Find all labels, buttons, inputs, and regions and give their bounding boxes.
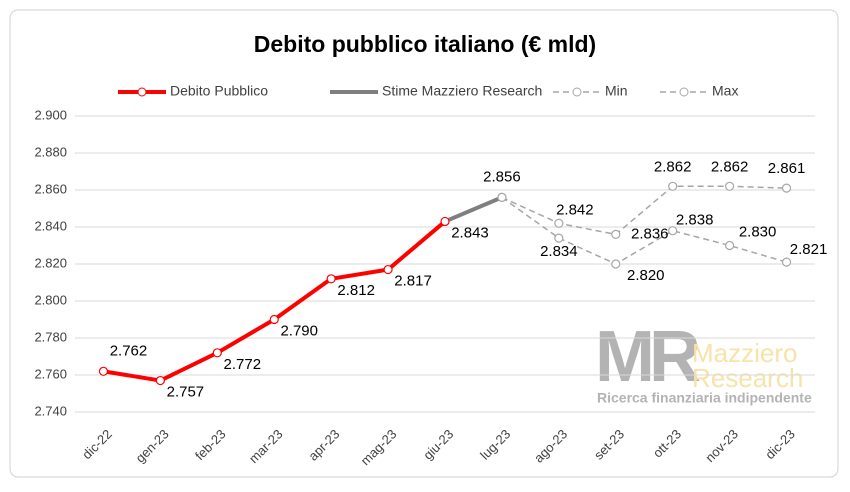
y-tick-label: 2.780 (34, 329, 67, 344)
point-marker (383, 264, 393, 275)
point-marker (497, 192, 507, 202)
point-marker (155, 375, 165, 386)
watermark-name: Research (692, 363, 803, 393)
legend-label: Max (712, 83, 738, 99)
point-marker (611, 229, 621, 239)
data-label: 2.762 (110, 342, 148, 359)
legend-label: Stime Mazziero Research (382, 83, 542, 99)
watermark: MR Mazziero Research Ricerca finanziaria… (595, 317, 812, 406)
legend-label: Debito Pubblico (170, 83, 268, 99)
data-label: 2.834 (540, 243, 578, 260)
data-label: 2.856 (483, 168, 521, 185)
legend-marker (679, 87, 689, 97)
legend-label: Min (605, 83, 628, 99)
y-tick-label: 2.840 (34, 218, 67, 233)
y-tick-label: 2.900 (34, 107, 67, 122)
data-label: 2.836 (631, 225, 669, 242)
point-marker (725, 181, 735, 191)
data-label: 2.862 (711, 158, 749, 175)
point-marker (440, 216, 450, 227)
data-label: 2.830 (739, 223, 777, 240)
point-marker (781, 257, 792, 267)
legend-marker (137, 87, 147, 97)
data-label: 2.757 (167, 384, 205, 401)
data-label: 2.821 (790, 241, 828, 258)
data-label: 2.817 (394, 273, 432, 290)
chart-title: Debito pubblico italiano (€ mld) (254, 31, 596, 57)
watermark-logo: MR (595, 317, 700, 397)
point-marker (668, 226, 678, 236)
point-marker (554, 233, 564, 243)
y-tick-label: 2.820 (34, 255, 67, 270)
y-tick-label: 2.740 (34, 403, 67, 418)
y-tick-label: 2.860 (34, 181, 67, 196)
data-label: 2.790 (280, 322, 318, 339)
data-label: 2.838 (676, 212, 714, 229)
point-marker (668, 181, 678, 191)
watermark-tagline: Ricerca finanziaria indipendente (597, 390, 812, 406)
data-label: 2.820 (627, 267, 665, 284)
y-tick-label: 2.800 (34, 292, 67, 307)
data-label: 2.861 (768, 160, 806, 177)
series-line (501, 196, 787, 265)
data-label: 2.772 (224, 356, 262, 373)
chart-border (9, 9, 839, 478)
y-tick-label: 2.760 (34, 366, 67, 381)
point-marker (326, 274, 336, 284)
data-label: 2.842 (556, 201, 594, 218)
data-label: 2.812 (337, 282, 375, 299)
data-label: 2.862 (654, 158, 692, 175)
series-line (501, 185, 787, 236)
point-marker (781, 183, 792, 193)
point-marker (269, 314, 279, 325)
series-line (444, 195, 503, 224)
point-marker (611, 259, 621, 269)
point-marker (212, 348, 222, 358)
watermark-name: Mazziero (692, 338, 797, 368)
data-label: 2.843 (451, 224, 489, 241)
point-marker (98, 366, 109, 376)
point-marker (725, 240, 735, 251)
y-tick-label: 2.880 (34, 144, 67, 159)
point-marker (554, 218, 564, 228)
legend-marker (572, 87, 582, 97)
